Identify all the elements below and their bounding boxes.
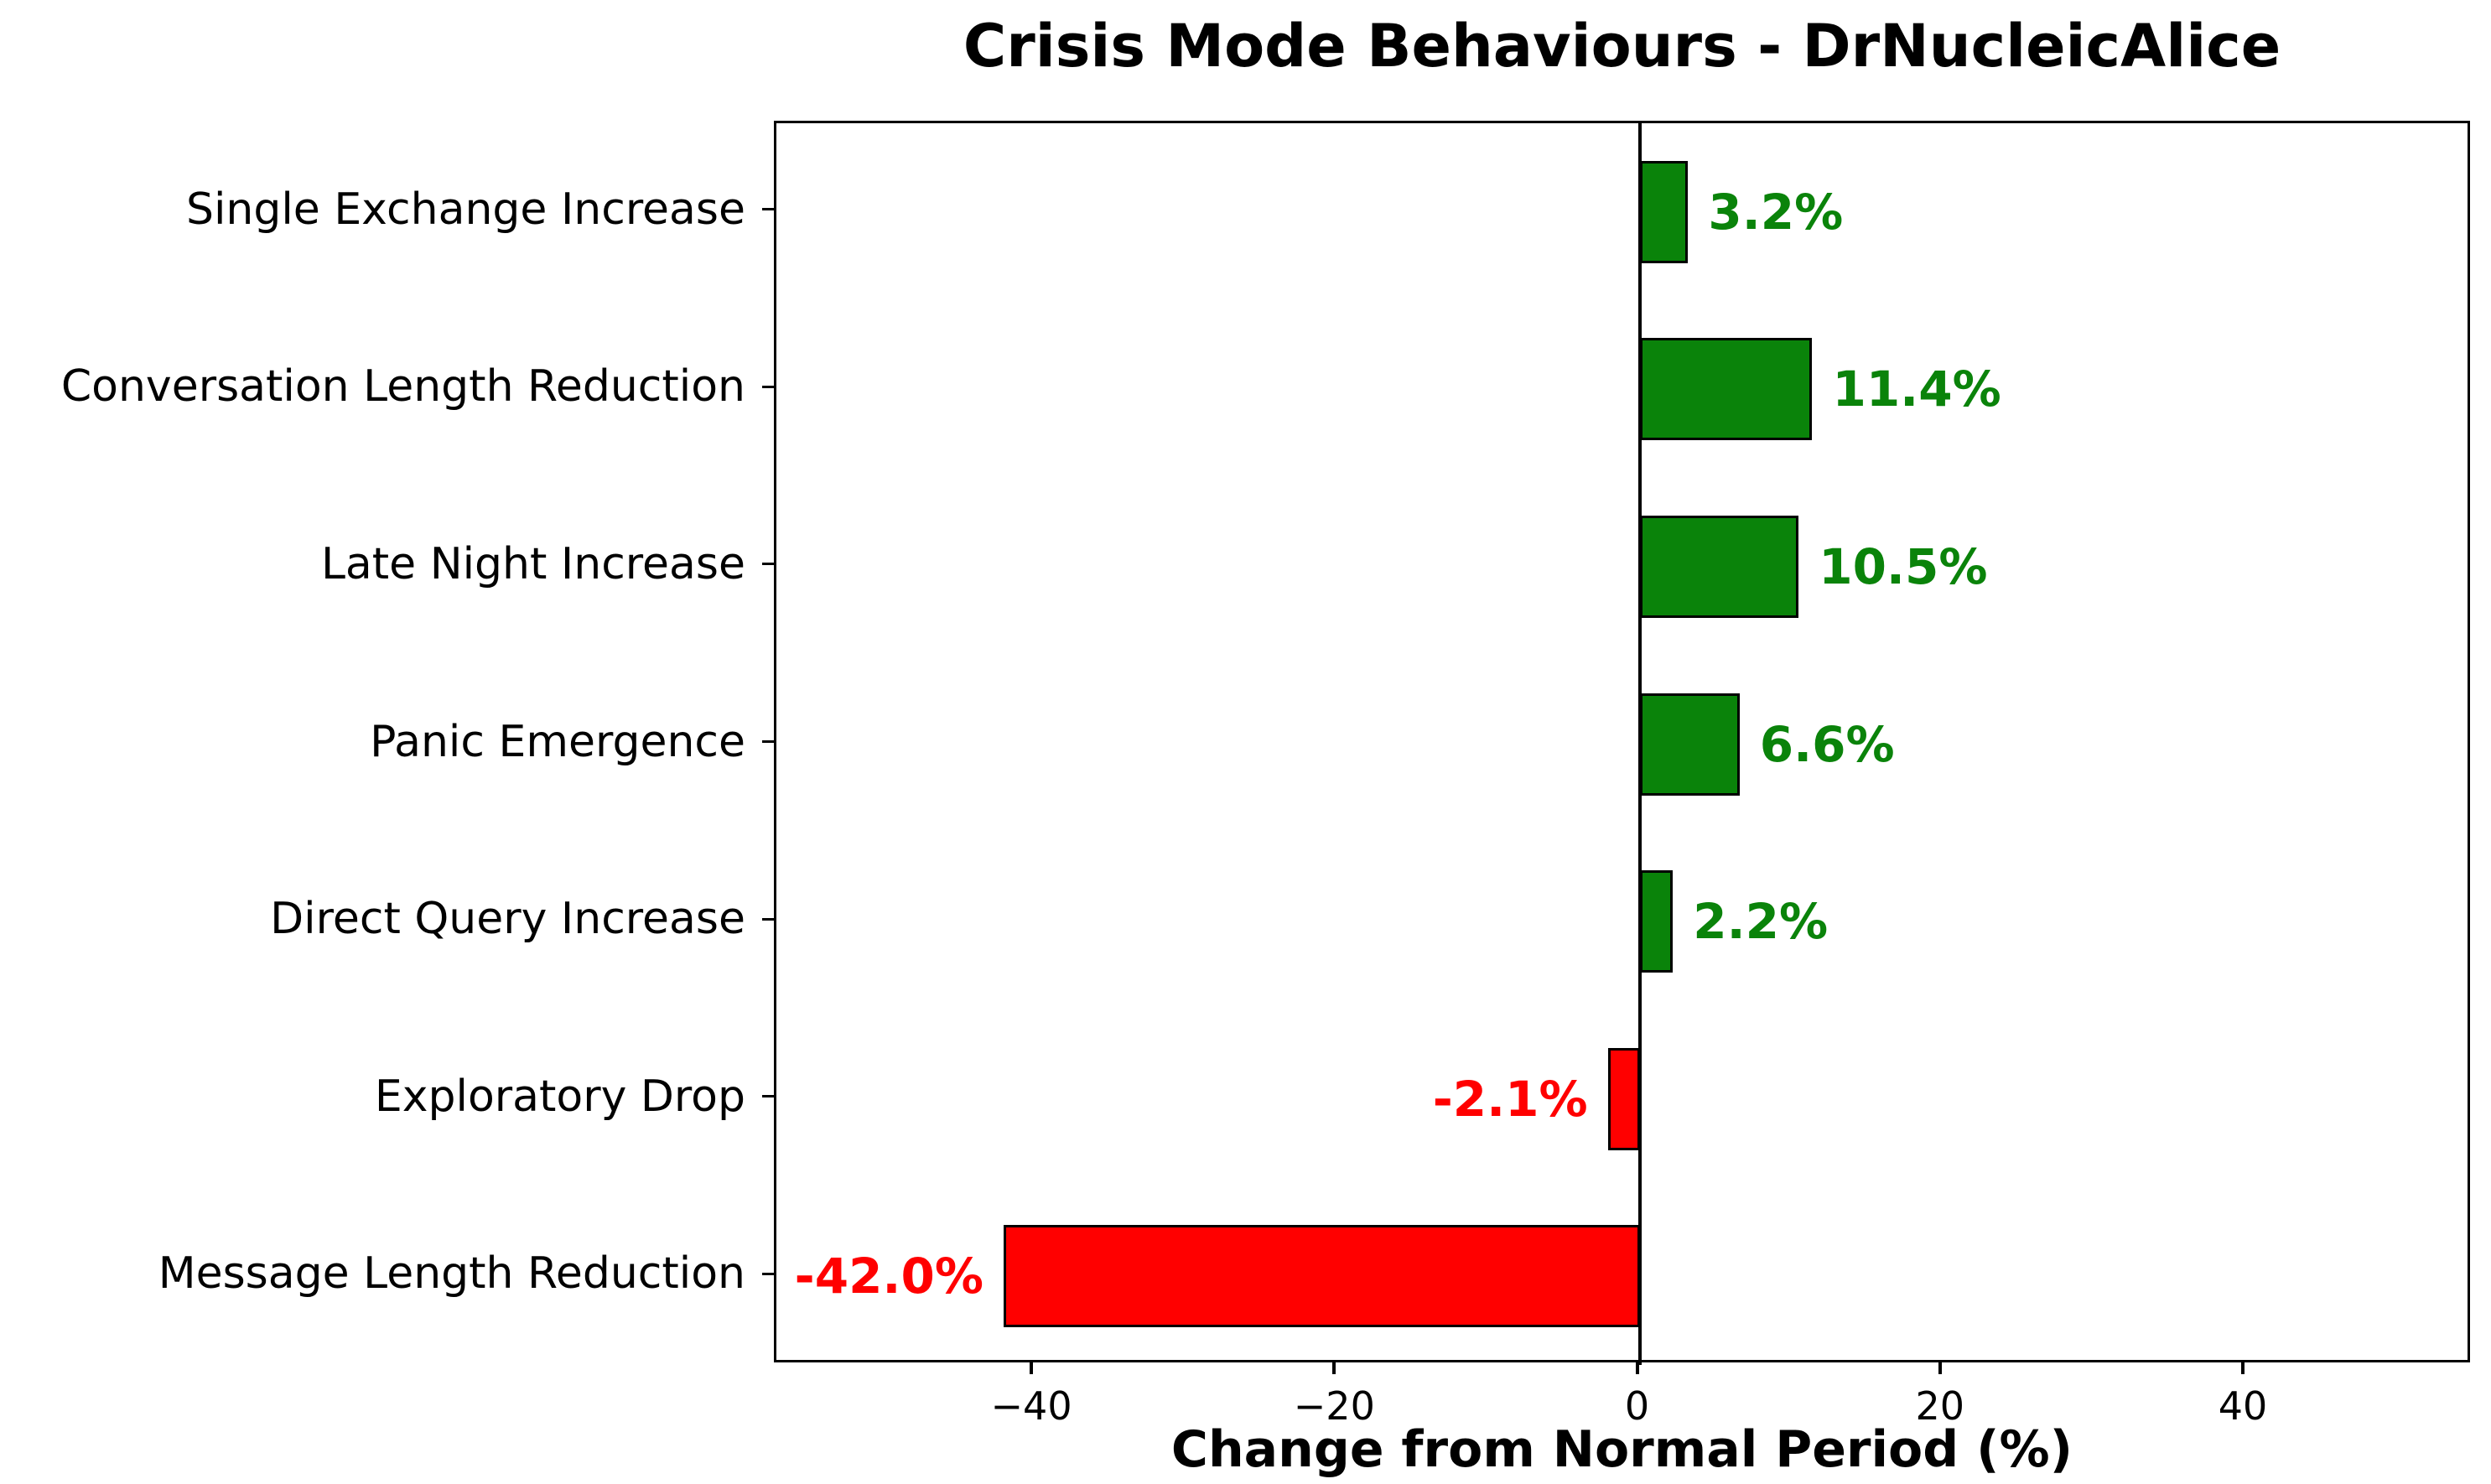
y-tick-mark <box>762 1272 774 1275</box>
bar-value-label: 11.4% <box>1832 361 2001 418</box>
chart-title: Crisis Mode Behaviours - DrNucleicAlice <box>963 12 2281 80</box>
y-tick-label: Late Night Increase <box>320 538 745 589</box>
bar-value-label: -2.1% <box>1432 1070 1588 1128</box>
x-tick-mark <box>1938 1362 1942 1374</box>
bar <box>1639 160 1689 263</box>
bar-value-label: 3.2% <box>1708 183 1844 241</box>
x-tick-mark <box>2241 1362 2245 1374</box>
x-tick-label: 0 <box>1624 1383 1650 1429</box>
bar-value-label: -42.0% <box>794 1248 983 1305</box>
x-tick-mark <box>1635 1362 1639 1374</box>
x-tick-mark <box>1332 1362 1336 1374</box>
x-tick-mark <box>1030 1362 1034 1374</box>
plot-area: 3.2% 11.4% 10.5% 6.6% 2.2% -2.1% -42.0% <box>774 121 2470 1365</box>
y-tick-mark <box>762 740 774 743</box>
x-tick-label: −40 <box>990 1383 1072 1429</box>
y-tick-mark <box>762 385 774 388</box>
bar <box>1639 338 1813 441</box>
x-tick-label: −20 <box>1293 1383 1375 1429</box>
y-tick-label: Exploratory Drop <box>374 1071 745 1122</box>
bar <box>1003 1225 1640 1328</box>
bar-value-label: 6.6% <box>1759 715 1895 773</box>
x-axis-label: Change from Normal Period (%) <box>1170 1420 2073 1479</box>
bar-value-label: 2.2% <box>1693 893 1829 951</box>
x-tick-label: 20 <box>1915 1383 1965 1429</box>
bar-value-label: 10.5% <box>1819 537 1988 595</box>
y-tick-label: Conversation Length Reduction <box>60 361 745 413</box>
y-tick-mark <box>762 563 774 566</box>
y-tick-label: Message Length Reduction <box>158 1248 745 1300</box>
y-tick-mark <box>762 917 774 921</box>
x-tick-label: 40 <box>2218 1383 2268 1429</box>
bar <box>1639 693 1740 796</box>
bar <box>1639 870 1674 973</box>
y-tick-label: Panic Emergence <box>370 716 745 767</box>
y-tick-label: Direct Query Increase <box>270 894 745 945</box>
y-tick-label: Single Exchange Increase <box>185 184 745 235</box>
bar <box>1607 1047 1640 1150</box>
y-tick-mark <box>762 1095 774 1098</box>
y-tick-mark <box>762 208 774 211</box>
bar <box>1639 515 1799 618</box>
